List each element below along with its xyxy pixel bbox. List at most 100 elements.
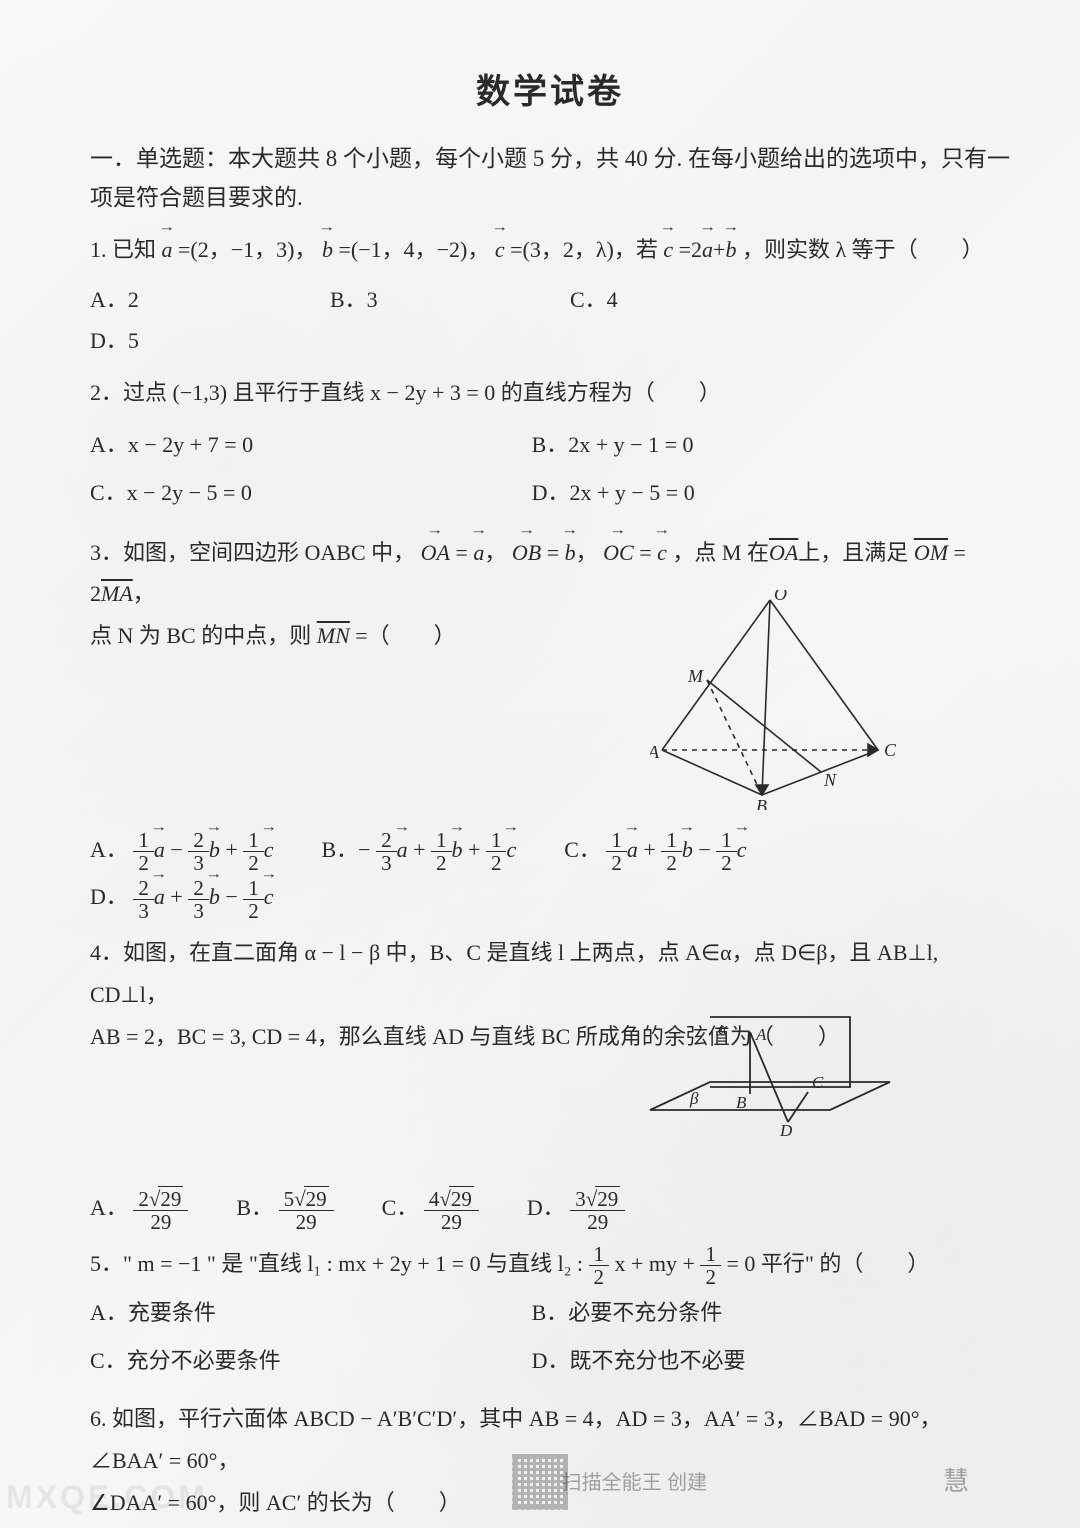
q4a-pre: A． [90, 1195, 128, 1220]
q3d-s1: + [170, 884, 188, 909]
q4b-pre: B． [236, 1195, 273, 1220]
vec-c3: c [657, 530, 667, 574]
q4b-den: 29 [279, 1211, 334, 1233]
question-4: 4．如图，在直二面角 α − l − β 中，B、C 是直线 l 上两点，点 A… [90, 932, 1010, 1233]
q2-opt-a: A．x − 2y + 7 = 0 [90, 424, 532, 466]
q3b-v3: c [506, 827, 516, 871]
lbl-C4: C [812, 1073, 824, 1092]
q5-pre: 5．" m = −1 " 是 "直线 l₁ : mx + 2y + 1 = 0 … [90, 1251, 589, 1276]
q3c-s1: + [643, 837, 661, 862]
q4d-rad: 29 [595, 1186, 620, 1211]
q3c-pre: C． [564, 837, 601, 862]
q3d-d3: 2 [243, 900, 264, 922]
q3b-v1: a [397, 827, 408, 871]
q5-h2n: 1 [700, 1243, 721, 1266]
q4-opt-a: A． 22929 [90, 1187, 188, 1233]
watermark-left: 慧 [943, 1457, 970, 1506]
vec-a2: a [702, 227, 713, 271]
q4b-coef: 5 [284, 1187, 295, 1211]
q1-opt-a: A．2 [90, 279, 270, 321]
q3-opt-d: D． 23a + 23b − 12c [90, 874, 274, 922]
ovl-MN: MN [317, 623, 350, 648]
q4d-pre: D． [527, 1195, 565, 1220]
q3b-v2: b [452, 827, 463, 871]
lbl-C: C [884, 740, 897, 760]
question-1: 1. 已知 a =(2，−1，3)， b =(−1，4，−2)， c =(3，2… [90, 227, 1010, 362]
q3-opt-a: A． 12a − 23b + 12c [90, 827, 274, 875]
q3a-s1: − [170, 837, 188, 862]
lbl-B: B [756, 796, 767, 810]
q3-figure: O M A B C N [650, 590, 900, 810]
q4a-den: 29 [133, 1211, 188, 1233]
q3b-d1: 3 [376, 852, 397, 874]
q4b-rad: 29 [304, 1186, 329, 1211]
q1-c-val: =(3，2，λ)，若 [510, 237, 658, 262]
q3a-s2: + [225, 837, 243, 862]
q3d-pre: D． [90, 884, 128, 909]
watermark-mxqe: MXQE.COM [6, 1467, 208, 1528]
q4c-rad: 29 [449, 1186, 474, 1211]
q3c-d2: 2 [661, 852, 682, 874]
q4-stem1: 4．如图，在直二面角 α − l − β 中，B、C 是直线 l 上两点，点 A… [90, 932, 1010, 1016]
question-3: 3．如图，空间四边形 OABC 中， OA = a， OB = b， OC = … [90, 530, 1010, 922]
q5-opt-d: D．既不充分也不必要 [532, 1340, 974, 1382]
q3-line2-post: =（ ） [350, 623, 456, 648]
q5-opt-b: B．必要不充分条件 [532, 1292, 974, 1334]
lbl-O: O [774, 590, 787, 604]
q1-b-val: =(−1，4，−2)， [338, 237, 489, 262]
q3c-s2: − [698, 837, 716, 862]
q1-plus: + [713, 237, 725, 262]
q1-stem-pre: 1. 已知 [90, 237, 162, 262]
q3c-v1: a [627, 827, 638, 871]
q4a-coef: 2 [138, 1187, 149, 1211]
lbl-A: A [650, 742, 660, 762]
q4d-coef: 3 [575, 1187, 586, 1211]
q3b-s2: + [468, 837, 486, 862]
q3d-d1: 3 [133, 900, 154, 922]
q1-eq: =2 [679, 237, 702, 262]
ovl-OM: OM [914, 540, 948, 565]
vec-c: c [495, 227, 505, 271]
q3d-s2: − [225, 884, 243, 909]
q3a-pre: A． [90, 837, 128, 862]
qr-label: 扫描全能王 创建 [562, 1464, 708, 1502]
q1-opt-d: D．5 [90, 320, 270, 362]
page-title: 数学试卷 [90, 60, 1010, 125]
q4d-den: 29 [570, 1211, 625, 1233]
q5-post: = 0 平行" 的（ ） [726, 1251, 929, 1276]
q3d-v2: b [209, 874, 220, 918]
ovl-OA: OA [769, 540, 798, 565]
q4c-den: 29 [424, 1211, 479, 1233]
q3-opt-b: B．− 23a + 12b + 12c [322, 827, 517, 875]
lbl-D4: D [779, 1121, 793, 1140]
q5-opt-c: C．充分不必要条件 [90, 1340, 532, 1382]
q3b-d2: 2 [431, 852, 452, 874]
q3b-d3: 2 [486, 852, 507, 874]
lbl-B4: B [736, 1093, 747, 1112]
ovl-MA: MA [101, 581, 133, 606]
q3c-d1: 2 [606, 852, 627, 874]
q5-mid: x + my + [615, 1251, 701, 1276]
lbl-alpha: α [718, 1019, 728, 1038]
q3b-pre: B．− [322, 837, 371, 862]
q3d-d2: 3 [188, 900, 209, 922]
q3d-v3: c [264, 874, 274, 918]
q2-opt-c: C．x − 2y − 5 = 0 [90, 472, 532, 514]
q5-h1n: 1 [589, 1243, 610, 1266]
vec-a3: a [473, 530, 484, 574]
q4a-rad: 29 [158, 1186, 183, 1211]
q5-h2d: 2 [700, 1266, 721, 1288]
q3c-v2: b [682, 827, 693, 871]
q4c-coef: 4 [429, 1187, 440, 1211]
vec-a: a [162, 227, 173, 271]
q3-post: ， [133, 581, 155, 606]
q5-opt-a: A．充要条件 [90, 1292, 532, 1334]
q2-opt-d: D．2x + y − 5 = 0 [532, 472, 974, 514]
question-2: 2．过点 (−1,3) 且平行于直线 x − 2y + 3 = 0 的直线方程为… [90, 372, 1010, 519]
vec-b: b [322, 227, 333, 271]
q1-stem-post: ，则实数 λ 等于（ ） [742, 237, 984, 262]
vec-OB: OB [512, 530, 541, 574]
lbl-A4: A [755, 1025, 767, 1044]
q4c-pre: C． [382, 1195, 419, 1220]
q3d-v1: a [154, 874, 165, 918]
